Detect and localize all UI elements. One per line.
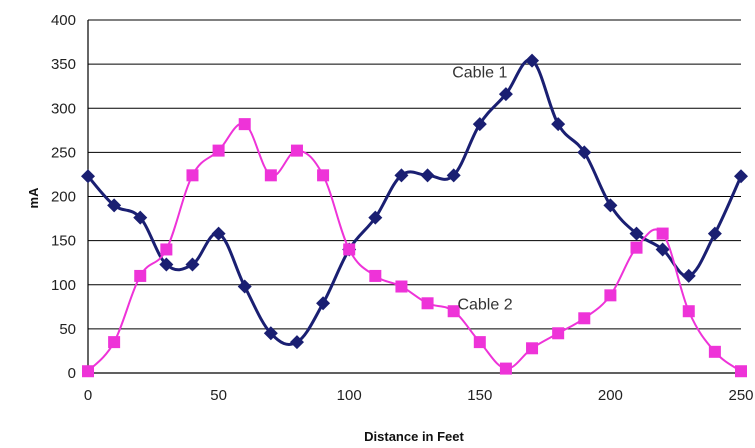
data-point <box>734 169 748 184</box>
y-tick-label: 150 <box>51 233 76 250</box>
y-tick-label: 400 <box>51 12 76 29</box>
series-cable-1 <box>81 53 748 350</box>
data-point <box>186 169 199 182</box>
x-tick-label: 150 <box>467 387 492 404</box>
data-point <box>107 198 122 213</box>
data-point <box>369 269 382 282</box>
y-tick-label: 250 <box>51 144 76 161</box>
data-point <box>603 198 618 213</box>
data-point <box>577 145 592 160</box>
series-annotation: Cable 2 <box>457 296 512 313</box>
data-point <box>499 362 512 375</box>
data-point <box>159 257 174 272</box>
data-point <box>395 280 408 293</box>
x-tick-label: 100 <box>337 387 362 404</box>
y-tick-label: 100 <box>51 277 76 294</box>
data-point <box>656 227 669 240</box>
data-point <box>498 87 513 102</box>
data-point <box>133 210 148 225</box>
data-point <box>185 257 200 272</box>
data-point <box>681 268 696 283</box>
data-point <box>263 326 278 341</box>
data-point <box>290 144 303 157</box>
data-point <box>447 305 460 318</box>
y-tick-labels: 0 50 100 150 200 250 300 350 400 <box>51 12 76 382</box>
data-point <box>682 305 695 318</box>
y-tick-label: 200 <box>51 189 76 206</box>
data-point <box>316 296 331 311</box>
data-point <box>264 169 277 182</box>
data-point <box>421 297 434 310</box>
series-annotation: Cable 1 <box>452 64 507 81</box>
x-tick-label: 0 <box>84 387 92 404</box>
data-point <box>472 117 487 132</box>
data-point <box>289 335 304 350</box>
data-point <box>394 168 409 183</box>
y-tick-label: 0 <box>68 365 76 382</box>
y-tick-label: 300 <box>51 100 76 117</box>
y-tick-label: 350 <box>51 56 76 73</box>
y-tick-label: 50 <box>59 321 76 338</box>
data-point <box>343 243 356 256</box>
x-tick-label: 50 <box>210 387 227 404</box>
x-tick-label: 250 <box>728 387 753 404</box>
gridlines <box>88 19 741 330</box>
data-point <box>108 336 121 349</box>
data-point <box>630 241 643 254</box>
data-point <box>238 118 251 131</box>
data-point <box>707 226 722 241</box>
data-point <box>629 226 644 241</box>
data-point <box>134 269 147 282</box>
data-point <box>604 289 617 302</box>
data-point <box>81 169 95 184</box>
x-tick-label: 200 <box>598 387 623 404</box>
annotations: Cable 1 Cable 2 <box>452 64 512 313</box>
data-point <box>446 168 461 183</box>
data-point <box>473 336 486 349</box>
series <box>81 53 748 378</box>
data-point <box>211 226 226 241</box>
data-point <box>655 242 670 257</box>
data-point <box>551 117 566 132</box>
axes <box>87 20 741 374</box>
x-tick-labels: 0 50 100 150 200 250 <box>84 387 754 404</box>
data-point <box>368 210 383 225</box>
data-point <box>237 279 252 294</box>
y-axis-title: mA <box>26 187 41 209</box>
data-point <box>420 168 435 183</box>
data-point <box>552 327 565 340</box>
data-point <box>526 342 539 355</box>
data-point <box>735 365 747 378</box>
series-line <box>87 122 742 373</box>
data-point <box>578 312 591 325</box>
series-cable-2 <box>82 118 747 378</box>
data-point <box>82 365 94 378</box>
data-point <box>212 144 225 157</box>
x-axis-title: Distance in Feet <box>364 429 464 444</box>
series-line <box>86 58 743 346</box>
data-point <box>160 243 173 256</box>
data-point <box>525 53 540 68</box>
data-point <box>708 345 721 358</box>
data-point <box>317 169 330 182</box>
